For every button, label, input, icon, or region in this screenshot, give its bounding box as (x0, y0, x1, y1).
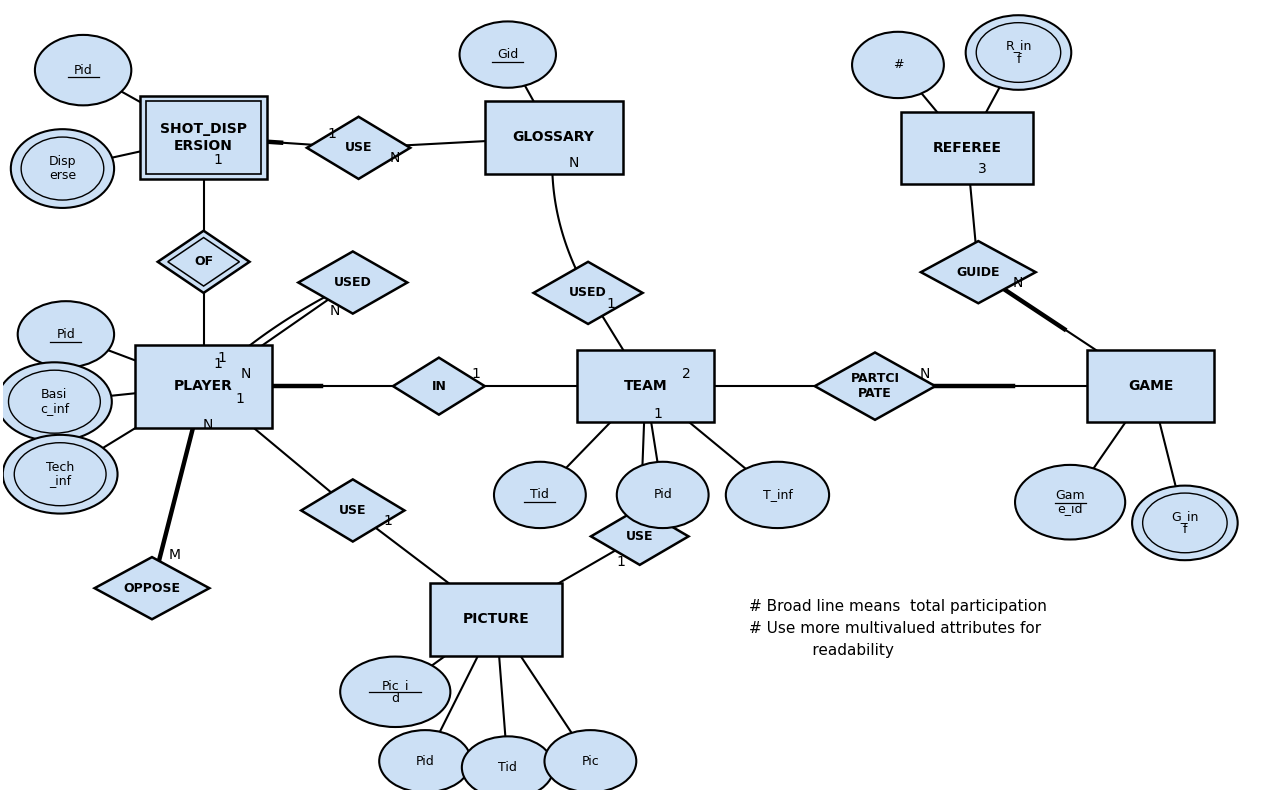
Text: Basi: Basi (42, 389, 67, 401)
Text: Pic_i: Pic_i (382, 679, 410, 691)
Polygon shape (302, 480, 404, 542)
Polygon shape (393, 358, 484, 415)
Polygon shape (591, 508, 689, 565)
Ellipse shape (36, 35, 132, 105)
Ellipse shape (725, 462, 829, 528)
Text: e_id: e_id (1058, 503, 1083, 515)
Text: M: M (169, 548, 181, 561)
Text: Tech: Tech (46, 461, 75, 474)
Text: TEAM: TEAM (624, 379, 667, 393)
Ellipse shape (544, 730, 637, 792)
Text: 3: 3 (978, 163, 987, 176)
Text: G_in: G_in (1172, 510, 1198, 523)
Text: 1: 1 (213, 153, 222, 167)
Ellipse shape (3, 435, 118, 514)
Text: N: N (241, 366, 251, 381)
Text: Pid: Pid (416, 755, 435, 768)
Text: OF: OF (194, 255, 213, 268)
Text: Disp: Disp (48, 155, 76, 168)
Text: d: d (392, 692, 399, 705)
Ellipse shape (616, 462, 709, 528)
Text: Pid: Pid (653, 488, 672, 501)
Text: 1: 1 (654, 407, 663, 420)
Ellipse shape (0, 362, 112, 441)
Text: 1: 1 (606, 297, 615, 311)
Text: 1: 1 (218, 351, 227, 365)
Polygon shape (534, 262, 643, 324)
FancyBboxPatch shape (134, 345, 273, 427)
Text: N: N (389, 151, 399, 166)
Text: Gam: Gam (1055, 489, 1085, 502)
Text: f: f (1183, 523, 1187, 536)
Polygon shape (298, 251, 407, 313)
Text: USED: USED (569, 286, 607, 300)
Text: Gid: Gid (497, 48, 519, 61)
Ellipse shape (966, 15, 1071, 90)
Text: f: f (1016, 53, 1021, 66)
Text: N: N (919, 366, 929, 381)
Ellipse shape (1014, 465, 1125, 539)
FancyBboxPatch shape (1088, 350, 1213, 423)
Text: 1: 1 (213, 357, 222, 371)
Text: _inf: _inf (49, 474, 71, 488)
Text: c_inf: c_inf (39, 402, 68, 415)
Text: Tid: Tid (498, 761, 517, 774)
Ellipse shape (340, 657, 450, 727)
Text: PICTURE: PICTURE (463, 612, 530, 626)
FancyBboxPatch shape (141, 96, 266, 179)
Ellipse shape (1132, 485, 1238, 560)
Text: GAME: GAME (1127, 379, 1173, 393)
Text: OPPOSE: OPPOSE (123, 582, 180, 595)
Text: N: N (1012, 276, 1022, 289)
Text: PARTCI
PATE: PARTCI PATE (851, 372, 899, 400)
Text: 1: 1 (618, 555, 626, 569)
Text: N: N (203, 418, 213, 432)
Text: 1: 1 (236, 393, 245, 406)
Polygon shape (307, 117, 411, 179)
Polygon shape (815, 352, 936, 419)
Ellipse shape (852, 32, 943, 98)
Text: GUIDE: GUIDE (956, 266, 1000, 278)
Text: # Broad line means  total participation
# Use more multivalued attributes for
  : # Broad line means total participation #… (749, 599, 1046, 658)
FancyBboxPatch shape (577, 350, 714, 423)
Ellipse shape (18, 301, 114, 367)
Text: USE: USE (626, 530, 653, 543)
Text: USED: USED (333, 276, 372, 289)
Text: 1: 1 (383, 514, 392, 527)
Text: Pic: Pic (582, 755, 600, 768)
Text: Pid: Pid (57, 328, 75, 341)
Text: IN: IN (431, 380, 446, 393)
Text: Pid: Pid (74, 63, 93, 77)
Polygon shape (95, 557, 209, 619)
Text: USE: USE (345, 141, 373, 155)
Text: R_in: R_in (1006, 40, 1032, 52)
Text: PLAYER: PLAYER (174, 379, 233, 393)
Polygon shape (157, 231, 250, 293)
FancyBboxPatch shape (484, 102, 623, 174)
Text: GLOSSARY: GLOSSARY (512, 131, 595, 144)
Ellipse shape (495, 462, 586, 528)
Text: USE: USE (339, 504, 366, 517)
Text: REFEREE: REFEREE (932, 141, 1002, 155)
Text: erse: erse (49, 169, 76, 182)
Text: N: N (568, 156, 578, 170)
Ellipse shape (462, 737, 554, 793)
FancyBboxPatch shape (900, 112, 1033, 184)
Polygon shape (921, 241, 1036, 303)
Text: Tid: Tid (530, 488, 549, 501)
Text: SHOT_DISP
ERSION: SHOT_DISP ERSION (160, 122, 247, 153)
Text: 2: 2 (682, 366, 691, 381)
Text: #: # (893, 59, 903, 71)
Ellipse shape (379, 730, 470, 792)
Text: T_inf: T_inf (762, 488, 792, 501)
FancyBboxPatch shape (430, 583, 562, 656)
Text: 1: 1 (327, 127, 336, 140)
Ellipse shape (459, 21, 555, 88)
Ellipse shape (11, 129, 114, 208)
Text: N: N (330, 304, 340, 318)
Text: 1: 1 (472, 366, 481, 381)
